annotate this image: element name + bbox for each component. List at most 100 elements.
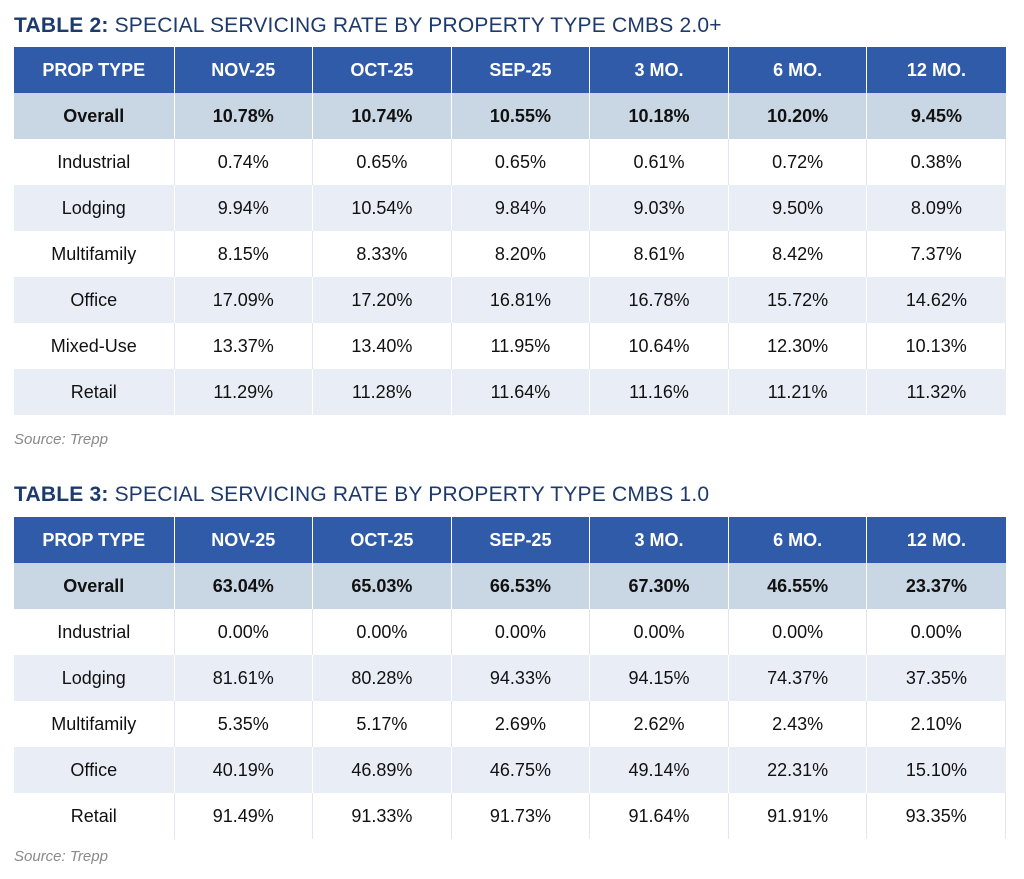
- table-cell: 17.20%: [312, 277, 452, 323]
- table-cell: 91.64%: [589, 793, 729, 839]
- table-cell: 5.35%: [174, 701, 314, 747]
- table-cell: 91.33%: [312, 793, 452, 839]
- table-cell: 10.55%: [451, 93, 591, 139]
- table-cell: 94.15%: [589, 655, 729, 701]
- row-label: Retail: [14, 793, 175, 839]
- column-header: SEP-25: [451, 47, 591, 93]
- row-label: Overall: [14, 563, 175, 609]
- table-3-title: TABLE 3: SPECIAL SERVICING RATE BY PROPE…: [14, 483, 709, 507]
- header-row: PROP TYPE NOV-25 OCT-25 SEP-25 3 MO. 6 MO. 12 …: [14, 47, 1006, 93]
- table-cell: 74.37%: [728, 655, 868, 701]
- table-cell: 11.16%: [589, 369, 729, 415]
- table-cell: 11.29%: [174, 369, 314, 415]
- table-cell: 11.32%: [866, 369, 1006, 415]
- table-cell: 10.74%: [312, 93, 452, 139]
- table-cell: 10.78%: [174, 93, 314, 139]
- table-row: Office 40.19% 46.89% 46.75% 49.14% 22.31% 15.1…: [14, 747, 1006, 793]
- column-header: NOV-25: [174, 47, 314, 93]
- table-row: Mixed-Use 13.37% 13.40% 11.95% 10.64% 12.30% 1…: [14, 323, 1006, 369]
- row-label: Lodging: [14, 655, 175, 701]
- table-cell: 16.81%: [451, 277, 591, 323]
- table-cell: 10.18%: [589, 93, 729, 139]
- column-header: 3 MO.: [589, 47, 729, 93]
- column-header: 3 MO.: [589, 517, 729, 563]
- table-cell: 40.19%: [174, 747, 314, 793]
- table-3: PROP TYPE NOV-25 OCT-25 SEP-25 3 MO. 6 MO. 12 …: [14, 517, 1006, 839]
- table-2-title: TABLE 2: SPECIAL SERVICING RATE BY PROPE…: [14, 14, 722, 38]
- table-cell: 2.43%: [728, 701, 868, 747]
- column-header: PROP TYPE: [14, 47, 175, 93]
- table-cell: 16.78%: [589, 277, 729, 323]
- table-row: Multifamily 8.15% 8.33% 8.20% 8.61% 8.42% 7.37…: [14, 231, 1006, 277]
- table-3-title-prefix: TABLE 3:: [14, 483, 109, 506]
- table-cell: 11.28%: [312, 369, 452, 415]
- table-cell: 5.17%: [312, 701, 452, 747]
- row-label: Multifamily: [14, 231, 175, 277]
- table-cell: 9.50%: [728, 185, 868, 231]
- table-row: Overall 63.04% 65.03% 66.53% 67.30% 46.55% 23.…: [14, 563, 1006, 609]
- row-label: Office: [14, 747, 175, 793]
- table-cell: 0.65%: [451, 139, 591, 185]
- row-label: Lodging: [14, 185, 175, 231]
- table-cell: 10.20%: [728, 93, 868, 139]
- table-3-source: Source: Trepp: [14, 848, 108, 865]
- table-cell: 8.20%: [451, 231, 591, 277]
- table-row: Industrial 0.74% 0.65% 0.65% 0.61% 0.72% 0.38%: [14, 139, 1006, 185]
- table-cell: 22.31%: [728, 747, 868, 793]
- table-cell: 10.54%: [312, 185, 452, 231]
- table-cell: 81.61%: [174, 655, 314, 701]
- table-row: Industrial 0.00% 0.00% 0.00% 0.00% 0.00% 0.00%: [14, 609, 1006, 655]
- row-label: Mixed-Use: [14, 323, 175, 369]
- column-header: OCT-25: [312, 517, 452, 563]
- table-cell: 15.72%: [728, 277, 868, 323]
- table-cell: 46.75%: [451, 747, 591, 793]
- table-cell: 0.00%: [589, 609, 729, 655]
- table-row: Office 17.09% 17.20% 16.81% 16.78% 15.72% 14.6…: [14, 277, 1006, 323]
- table-2-title-prefix: TABLE 2:: [14, 14, 109, 37]
- row-label: Office: [14, 277, 175, 323]
- table-cell: 10.13%: [866, 323, 1006, 369]
- table-cell: 67.30%: [589, 563, 729, 609]
- header-row: PROP TYPE NOV-25 OCT-25 SEP-25 3 MO. 6 MO. 12 …: [14, 517, 1006, 563]
- table-cell: 8.42%: [728, 231, 868, 277]
- table-cell: 91.91%: [728, 793, 868, 839]
- row-label: Retail: [14, 369, 175, 415]
- table-cell: 46.89%: [312, 747, 452, 793]
- table-cell: 2.62%: [589, 701, 729, 747]
- table-cell: 91.49%: [174, 793, 314, 839]
- column-header: 6 MO.: [728, 47, 868, 93]
- table-cell: 9.45%: [866, 93, 1006, 139]
- column-header: OCT-25: [312, 47, 452, 93]
- table-cell: 0.72%: [728, 139, 868, 185]
- table-cell: 9.03%: [589, 185, 729, 231]
- table-cell: 7.37%: [866, 231, 1006, 277]
- row-label: Industrial: [14, 609, 175, 655]
- table-row: Lodging 9.94% 10.54% 9.84% 9.03% 9.50% 8.09%: [14, 185, 1006, 231]
- table-cell: 80.28%: [312, 655, 452, 701]
- table-3-title-text: SPECIAL SERVICING RATE BY PROPERTY TYPE …: [108, 483, 710, 506]
- column-header: NOV-25: [174, 517, 314, 563]
- table-cell: 23.37%: [866, 563, 1006, 609]
- table-cell: 10.64%: [589, 323, 729, 369]
- table-cell: 13.37%: [174, 323, 314, 369]
- table-cell: 9.84%: [451, 185, 591, 231]
- table-2-title-text: SPECIAL SERVICING RATE BY PROPERTY TYPE …: [108, 14, 722, 37]
- table-cell: 8.33%: [312, 231, 452, 277]
- table-2-source: Source: Trepp: [14, 431, 108, 448]
- table-cell: 8.61%: [589, 231, 729, 277]
- table-cell: 0.00%: [312, 609, 452, 655]
- table-cell: 65.03%: [312, 563, 452, 609]
- table-cell: 17.09%: [174, 277, 314, 323]
- table-row: Overall 10.78% 10.74% 10.55% 10.18% 10.20% 9.4…: [14, 93, 1006, 139]
- table-cell: 0.00%: [866, 609, 1006, 655]
- table-cell: 0.74%: [174, 139, 314, 185]
- table-cell: 63.04%: [174, 563, 314, 609]
- table-row: Lodging 81.61% 80.28% 94.33% 94.15% 74.37% 37.…: [14, 655, 1006, 701]
- table-cell: 15.10%: [866, 747, 1006, 793]
- table-cell: 93.35%: [866, 793, 1006, 839]
- table-cell: 91.73%: [451, 793, 591, 839]
- table-cell: 0.61%: [589, 139, 729, 185]
- table-cell: 0.00%: [174, 609, 314, 655]
- row-label: Multifamily: [14, 701, 175, 747]
- table-cell: 0.38%: [866, 139, 1006, 185]
